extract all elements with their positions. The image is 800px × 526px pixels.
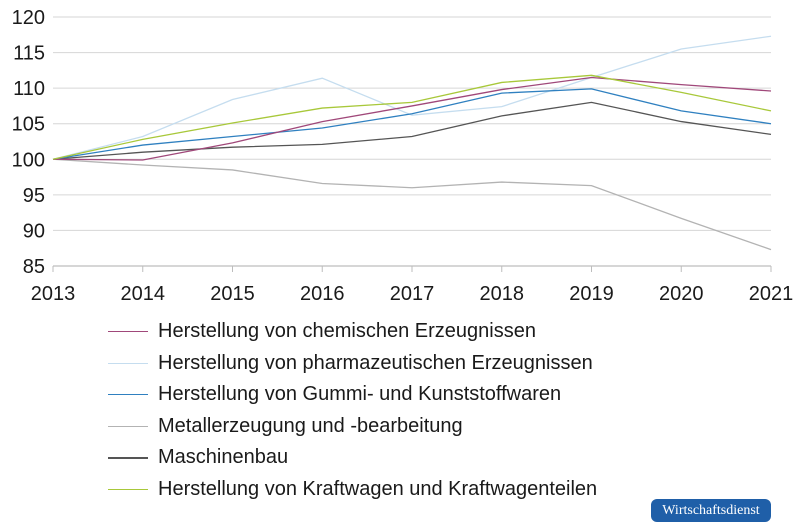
publisher-logo-badge: Wirtschaftsdienst xyxy=(651,499,771,522)
legend-label: Herstellung von Kraftwagen und Kraftwage… xyxy=(158,477,598,500)
x-tick-label: 2015 xyxy=(210,283,255,305)
y-tick-label: 100 xyxy=(12,149,45,171)
legend-item: Herstellung von Gummi- und Kunststoffwar… xyxy=(108,379,597,411)
legend-label: Maschinenbau xyxy=(158,446,289,469)
legend: Herstellung von chemischen Erzeugnissen … xyxy=(108,316,597,505)
legend-swatch xyxy=(108,362,148,364)
x-tick-label: 2020 xyxy=(659,283,704,305)
y-tick-label: 110 xyxy=(13,78,45,100)
legend-item: Maschinenbau xyxy=(108,442,597,474)
legend-swatch xyxy=(108,394,148,396)
x-tick-label: 2018 xyxy=(480,283,525,305)
legend-label: Metallerzeugung und -bearbeitung xyxy=(158,414,463,437)
legend-swatch xyxy=(108,425,148,427)
legend-item: Herstellung von Kraftwagen und Kraftwage… xyxy=(108,474,597,506)
x-tick-label: 2017 xyxy=(390,283,435,305)
legend-swatch xyxy=(108,331,148,333)
legend-label: Herstellung von Gummi- und Kunststoffwar… xyxy=(158,383,562,406)
y-tick-label: 115 xyxy=(13,43,45,65)
series-line xyxy=(52,35,772,160)
series-line xyxy=(52,101,772,160)
legend-item: Metallerzeugung und -bearbeitung xyxy=(108,411,597,443)
x-tick-label: 2021 xyxy=(749,283,794,305)
line-chart: 85 90 95 100 105 110 115 120 2013 2014 2015 2016 201… xyxy=(12,7,794,305)
x-tick-label: 2014 xyxy=(121,283,166,305)
legend-item: Herstellung von pharmazeutischen Erzeugn… xyxy=(108,348,597,380)
legend-label: Herstellung von pharmazeutischen Erzeugn… xyxy=(158,351,593,374)
y-tick-label: 90 xyxy=(23,220,45,242)
legend-label: Herstellung von chemischen Erzeugnissen xyxy=(158,320,536,343)
legend-swatch xyxy=(108,456,148,459)
y-tick-label: 120 xyxy=(12,7,45,29)
x-tick-label: 2016 xyxy=(300,283,345,305)
legend-item: Herstellung von chemischen Erzeugnissen xyxy=(108,316,597,348)
y-tick-label: 95 xyxy=(23,185,45,207)
y-tick-label: 105 xyxy=(12,114,45,136)
series-line xyxy=(52,74,772,160)
series-line xyxy=(52,76,772,161)
y-tick-label: 85 xyxy=(23,256,45,278)
x-tick-label: 2013 xyxy=(31,283,76,305)
x-tick-label: 2019 xyxy=(569,283,614,305)
series-line xyxy=(52,88,772,160)
legend-swatch xyxy=(108,488,148,490)
series-line xyxy=(52,158,772,251)
